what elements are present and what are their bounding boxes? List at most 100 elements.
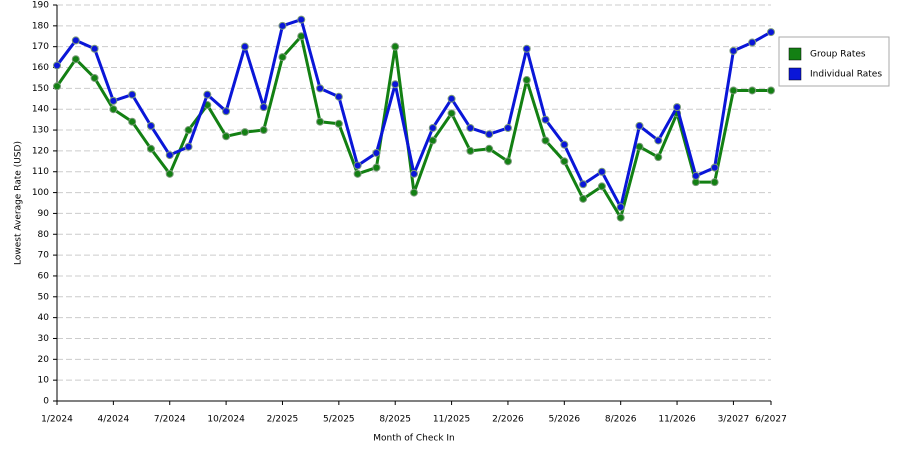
data-point xyxy=(334,119,343,128)
data-point xyxy=(184,126,193,135)
data-point xyxy=(729,86,738,95)
data-point xyxy=(259,126,268,135)
data-point xyxy=(146,144,155,153)
x-tick-label: 2/2026 xyxy=(492,415,524,425)
data-point xyxy=(616,213,625,222)
data-point xyxy=(222,132,231,141)
data-point xyxy=(541,136,550,145)
data-point xyxy=(729,46,738,55)
data-point xyxy=(447,94,456,103)
data-point xyxy=(297,15,306,24)
data-point xyxy=(372,148,381,157)
data-point xyxy=(90,73,99,82)
data-point xyxy=(165,151,174,160)
data-point xyxy=(767,28,775,37)
x-tick-label: 11/2026 xyxy=(658,415,696,425)
x-tick-label: 1/2024 xyxy=(41,415,73,425)
x-tick-label: 5/2025 xyxy=(323,415,355,425)
data-point xyxy=(316,117,325,126)
data-point xyxy=(597,167,606,176)
legend-swatch xyxy=(788,67,802,81)
y-tick-label: 30 xyxy=(38,334,50,344)
data-point xyxy=(165,169,174,178)
data-point xyxy=(259,103,268,112)
data-point xyxy=(410,188,418,197)
data-point xyxy=(278,21,287,30)
data-point xyxy=(691,171,700,180)
data-point xyxy=(428,136,437,145)
data-point xyxy=(53,61,61,70)
y-tick-label: 50 xyxy=(38,292,50,302)
data-point xyxy=(485,144,494,153)
data-point xyxy=(109,105,118,114)
y-tick-label: 10 xyxy=(38,376,50,386)
data-point xyxy=(53,82,61,91)
data-point xyxy=(579,180,588,189)
data-point xyxy=(372,163,381,172)
data-point xyxy=(503,157,512,166)
y-tick-label: 90 xyxy=(38,209,50,219)
y-tick-label: 20 xyxy=(38,355,50,365)
data-point xyxy=(541,115,550,124)
x-tick-label: 8/2026 xyxy=(605,415,637,425)
data-point xyxy=(203,90,212,99)
data-point xyxy=(673,103,682,112)
data-point xyxy=(635,142,644,151)
data-point xyxy=(710,163,719,172)
legend-label: Individual Rates xyxy=(810,70,882,80)
data-point xyxy=(748,38,757,47)
data-point xyxy=(522,44,531,53)
legend-label: Group Rates xyxy=(810,50,866,60)
x-tick-label: 11/2025 xyxy=(433,415,470,425)
x-tick-label: 7/2024 xyxy=(154,415,186,425)
data-point xyxy=(635,121,644,130)
data-point xyxy=(334,92,343,101)
y-tick-label: 110 xyxy=(32,167,49,177)
data-point xyxy=(353,161,362,170)
y-tick-label: 40 xyxy=(38,313,50,323)
data-point xyxy=(316,84,325,93)
y-tick-label: 100 xyxy=(32,188,49,198)
data-point xyxy=(503,123,512,132)
data-point xyxy=(391,42,400,51)
data-point xyxy=(240,128,249,137)
legend-swatch xyxy=(788,47,802,61)
y-tick-label: 70 xyxy=(38,251,50,261)
y-tick-label: 160 xyxy=(32,63,49,73)
data-point xyxy=(90,44,99,53)
y-tick-label: 180 xyxy=(32,21,49,31)
data-point xyxy=(654,153,663,162)
data-point xyxy=(109,96,118,105)
data-point xyxy=(447,109,456,118)
y-tick-label: 150 xyxy=(32,84,49,94)
x-tick-label: 4/2024 xyxy=(98,415,130,425)
data-point xyxy=(748,86,757,95)
x-tick-label: 2/2025 xyxy=(267,415,299,425)
x-axis-label: Month of Check In xyxy=(373,434,455,444)
data-point xyxy=(466,146,475,155)
data-point xyxy=(222,107,231,116)
data-point xyxy=(560,140,569,149)
data-point xyxy=(410,169,418,178)
data-point xyxy=(710,178,719,187)
data-point xyxy=(466,123,475,132)
y-tick-label: 190 xyxy=(32,1,49,11)
data-point xyxy=(428,123,437,132)
data-point xyxy=(654,136,663,145)
data-point xyxy=(128,90,137,99)
data-point xyxy=(522,76,531,85)
data-point xyxy=(597,182,606,191)
data-point xyxy=(616,203,625,212)
data-point xyxy=(71,55,80,64)
x-tick-label: 5/2026 xyxy=(548,415,580,425)
data-point xyxy=(146,121,155,130)
data-point xyxy=(391,80,400,89)
y-tick-label: 170 xyxy=(32,42,49,52)
y-tick-label: 130 xyxy=(32,126,49,136)
data-point xyxy=(485,130,494,139)
y-tick-label: 80 xyxy=(38,230,50,240)
y-axis-label: Lowest Average Rate (USD) xyxy=(14,141,24,265)
data-point xyxy=(767,86,775,95)
data-point xyxy=(579,194,588,203)
